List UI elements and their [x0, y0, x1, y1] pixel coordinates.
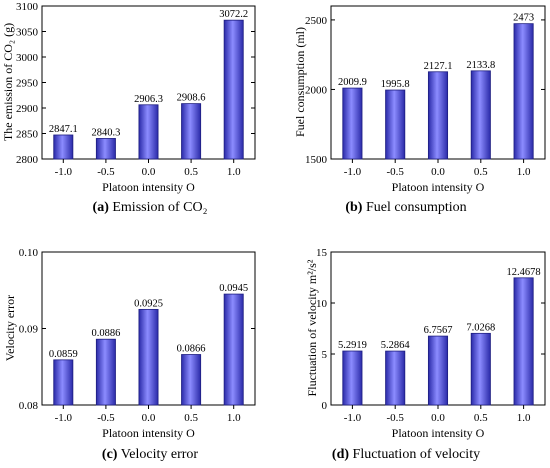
bar — [95, 338, 116, 406]
bar — [385, 350, 406, 406]
bar — [53, 134, 74, 160]
bar — [427, 71, 449, 160]
x-tick-label: 0.5 — [184, 412, 198, 424]
panel-caption: (d) Fluctuation of velocity — [332, 447, 480, 462]
x-tick-label: -1.0 — [344, 166, 362, 178]
bar — [95, 138, 116, 160]
y-tick-label: 2850 — [16, 129, 39, 141]
bar — [53, 359, 74, 406]
y-tick-label: 0.09 — [19, 324, 39, 336]
data-label: 2847.1 — [49, 124, 78, 135]
x-tick-label: -0.5 — [386, 412, 404, 424]
caption-tag: (c) — [102, 447, 118, 462]
data-label: 3072.2 — [219, 9, 248, 20]
y-tick-label: 2500 — [305, 15, 328, 27]
caption-text: Velocity error — [117, 447, 198, 462]
caption-tag: (b) — [345, 200, 362, 215]
y-tick-label: 0.08 — [19, 400, 39, 412]
bar — [223, 19, 244, 160]
x-axis-title: Platoon intensity O — [102, 426, 195, 440]
data-label: 6.7567 — [424, 325, 453, 336]
data-label: 0.0945 — [219, 283, 248, 294]
x-tick-label: -0.5 — [97, 412, 115, 424]
data-label: 12.4678 — [507, 267, 541, 278]
data-label: 5.2919 — [338, 340, 367, 351]
y-tick-label: 0.10 — [19, 247, 39, 259]
x-axis-title: Platoon intensity O — [102, 180, 195, 194]
x-tick-label: 1.0 — [227, 166, 241, 178]
bar — [470, 332, 491, 406]
data-label: 2906.3 — [134, 94, 163, 105]
bar — [181, 354, 202, 406]
x-axis-title: Platoon intensity O — [392, 180, 485, 194]
x-tick-label: 0.5 — [474, 166, 488, 178]
y-axis-title: Fuel consumption (ml) — [293, 27, 307, 137]
x-tick-label: -1.0 — [344, 412, 362, 424]
panel-caption: (a) Emission of CO₂ — [93, 200, 208, 215]
caption-text: Fuel consumption — [362, 200, 466, 215]
x-tick-label: 1.0 — [517, 166, 531, 178]
data-label: 0.0859 — [49, 349, 78, 360]
y-tick-label: 5 — [322, 349, 328, 361]
data-label: 0.0886 — [91, 328, 120, 339]
data-label: 2473 — [513, 13, 534, 24]
y-tick-label: 0 — [322, 400, 328, 412]
y-tick-label: 10 — [316, 298, 328, 310]
y-tick-label: 2900 — [16, 103, 39, 115]
x-tick-label: -0.5 — [386, 166, 404, 178]
x-tick-label: 0.0 — [431, 166, 445, 178]
data-label: 2133.8 — [466, 60, 495, 71]
data-label: 2127.1 — [424, 61, 453, 72]
y-axis-title: Fluctuation of velocity m²/s² — [305, 259, 319, 396]
caption-tag: (a) — [93, 200, 110, 215]
data-label: 2840.3 — [91, 127, 120, 138]
x-tick-label: -1.0 — [55, 412, 73, 424]
caption-text: Fluctuation of velocity — [349, 447, 480, 462]
x-tick-label: 0.0 — [431, 412, 445, 424]
y-tick-label: 2000 — [305, 84, 328, 96]
x-tick-label: 1.0 — [517, 412, 531, 424]
data-label: 0.0866 — [177, 344, 206, 355]
bar — [342, 87, 363, 160]
caption-tag: (d) — [332, 447, 349, 462]
data-label: 5.2864 — [381, 340, 411, 351]
data-label: 0.0925 — [134, 298, 163, 309]
x-tick-label: -1.0 — [55, 166, 73, 178]
bar — [385, 89, 406, 160]
data-label: 1995.8 — [381, 79, 410, 90]
panel-caption: (c) Velocity error — [102, 447, 198, 462]
y-tick-label: 15 — [316, 247, 328, 259]
y-tick-label: 2950 — [16, 78, 39, 90]
y-axis-title: The emission of CO₂ (g) — [1, 23, 15, 141]
bar — [223, 293, 244, 406]
bar — [342, 350, 363, 406]
caption-text: Emission of CO₂ — [109, 200, 208, 215]
bar — [513, 277, 534, 406]
bar — [470, 70, 491, 160]
x-tick-label: 0.5 — [474, 412, 488, 424]
x-tick-label: 0.5 — [184, 166, 198, 178]
x-tick-label: 0.0 — [142, 412, 156, 424]
data-label: 2009.9 — [338, 77, 367, 88]
y-axis-title: Velocity error — [3, 295, 17, 361]
bar — [138, 104, 159, 160]
data-label: 2908.6 — [177, 93, 206, 104]
y-tick-label: 1500 — [305, 154, 328, 166]
bar — [138, 308, 159, 406]
x-tick-label: 1.0 — [227, 412, 241, 424]
bar — [513, 23, 534, 160]
x-tick-label: 0.0 — [142, 166, 156, 178]
y-tick-label: 3000 — [16, 52, 39, 64]
y-tick-label: 3100 — [16, 1, 39, 13]
y-tick-label: 2800 — [16, 154, 39, 166]
bar — [427, 335, 449, 406]
data-label: 7.0268 — [466, 322, 495, 333]
x-axis-title: Platoon intensity O — [392, 426, 485, 440]
x-tick-label: -0.5 — [97, 166, 115, 178]
panel-caption: (b) Fuel consumption — [345, 200, 466, 215]
y-tick-label: 3050 — [16, 27, 39, 39]
bar — [181, 103, 202, 160]
